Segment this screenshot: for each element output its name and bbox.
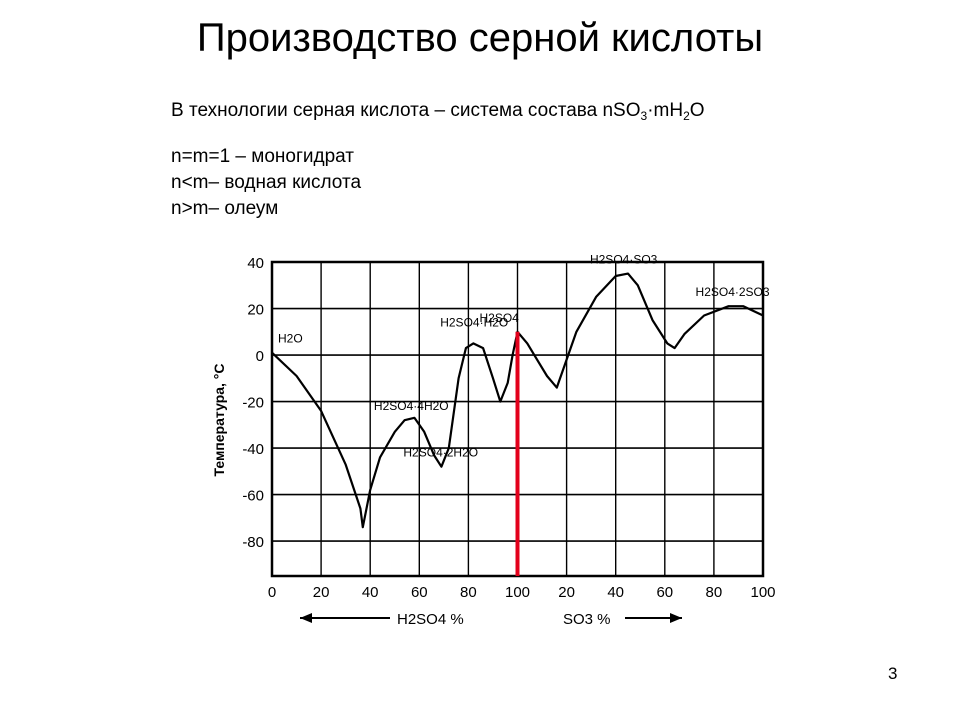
- x-axis-label-so3: SO3 %: [563, 611, 611, 628]
- y-axis-label: Температура, °С: [211, 363, 227, 476]
- x-tick-label: 100: [750, 584, 775, 601]
- compound-label: H2SO4·H2O: [440, 315, 508, 329]
- y-tick-label: 0: [256, 348, 264, 365]
- x-tick-label: 40: [607, 584, 624, 601]
- x-tick-label: 80: [706, 584, 723, 601]
- y-tick-label: -60: [242, 488, 264, 505]
- x-tick-label: 40: [362, 584, 379, 601]
- x-tick-label: 100: [505, 584, 530, 601]
- y-tick-label: -20: [242, 395, 264, 412]
- compound-label: H2SO4·SO3: [590, 253, 658, 267]
- page-number: 3: [888, 664, 898, 683]
- x-tick-label: 20: [313, 584, 330, 601]
- so3-arrow-head: [670, 613, 682, 623]
- compound-label: H2SO4: [480, 311, 520, 325]
- x-tick-label: 0: [268, 584, 276, 601]
- y-tick-label: -40: [242, 441, 264, 458]
- x-tick-label: 60: [411, 584, 428, 601]
- y-tick-label: -80: [242, 534, 264, 551]
- definitions-list: n=m=1 – моногидрат n<m– водная кислота n…: [171, 144, 361, 222]
- definition-monohydrate: n=m=1 – моногидрат: [171, 146, 355, 167]
- x-tick-label: 60: [656, 584, 673, 601]
- x-tick-label: 80: [460, 584, 477, 601]
- compound-label: H2SO4·2H2O: [403, 446, 478, 460]
- y-tick-label: 40: [247, 255, 264, 272]
- definition-aqueous-acid: n<m– водная кислота: [171, 172, 362, 193]
- compound-label: H2SO4·2SO3: [696, 285, 770, 299]
- y-tick-label: 20: [247, 302, 264, 319]
- definition-oleum: n>m– олеум: [171, 198, 279, 219]
- compound-label: H2SO4·4H2O: [374, 399, 449, 413]
- intro-text: В технологии серная кислота – система со…: [171, 100, 705, 123]
- liquidus-curve: [271, 272, 764, 529]
- h2so4-arrow-head: [300, 613, 312, 623]
- x-tick-label: 20: [558, 584, 575, 601]
- x-axis-label-h2so4: H2SO4 %: [397, 611, 464, 628]
- slide-title: Производство серной кислоты: [196, 16, 764, 60]
- compound-label: H2O: [278, 332, 303, 346]
